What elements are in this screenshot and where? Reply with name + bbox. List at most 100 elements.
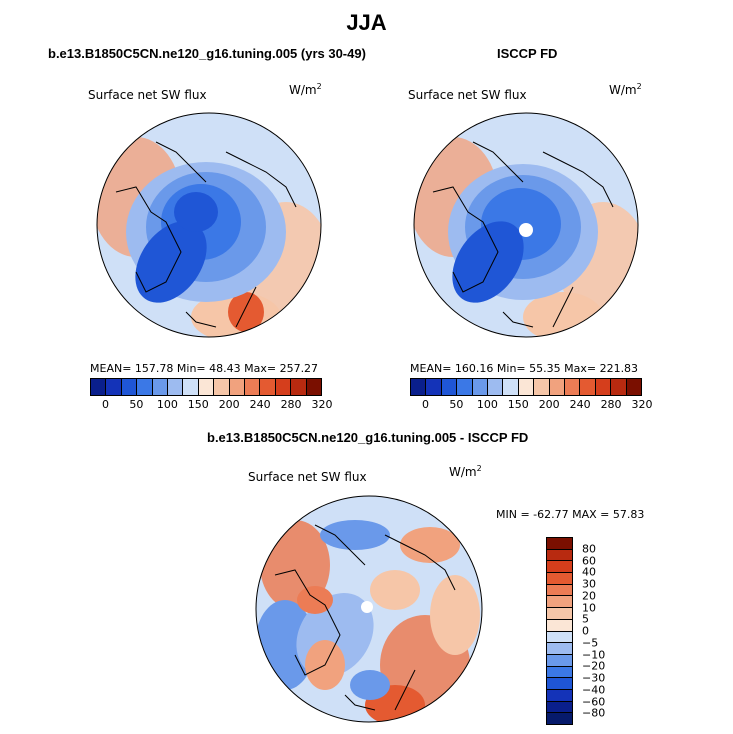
- panel1-label: Surface net SW flux: [88, 88, 207, 102]
- colorbar-swatch: [245, 379, 261, 395]
- colorbar-swatch: [411, 379, 427, 395]
- colorbar-label: 20: [582, 589, 596, 603]
- colorbar-swatch: [547, 631, 572, 644]
- colorbar-label: −30: [582, 671, 606, 685]
- colorbar-label: −40: [582, 683, 606, 697]
- colorbar-swatch: [518, 379, 535, 395]
- colorbar-swatch: [547, 596, 572, 609]
- colorbar-label: −60: [582, 695, 606, 708]
- colorbar-swatch: [611, 379, 627, 395]
- colorbar-swatch: [547, 713, 572, 724]
- colorbar-swatch: [547, 538, 572, 550]
- colorbar-swatch: [198, 379, 215, 395]
- colorbar-swatch: [106, 379, 122, 395]
- colorbar-swatch: [547, 689, 572, 702]
- colorbar-swatch: [183, 379, 199, 395]
- colorbar-swatch: [137, 379, 153, 395]
- colorbar-tick-label: 280: [600, 398, 622, 411]
- colorbar-swatch: [306, 379, 322, 395]
- colorbar-swatch: [121, 379, 138, 395]
- colorbar-swatch: [534, 379, 550, 395]
- panel2-units: W/m2: [609, 82, 642, 97]
- colorbar-tick-label: 200: [218, 398, 240, 411]
- panel2-pole-hole: [519, 223, 533, 237]
- panel2-colorbar-swatches: [410, 378, 642, 396]
- panel3-stats: MIN = -62.77 MAX = 57.83: [496, 508, 645, 521]
- colorbar-swatch: [547, 619, 572, 632]
- panel3-colorbar: [546, 537, 573, 725]
- colorbar-swatch: [488, 379, 504, 395]
- colorbar-tick-label: 320: [631, 398, 653, 411]
- panel1-units: W/m2: [289, 82, 322, 97]
- colorbar-label: 80: [582, 542, 596, 556]
- panel1-colorbar-swatches: [90, 378, 322, 396]
- panel3-label: Surface net SW flux: [248, 470, 367, 484]
- colorbar-label: 60: [582, 554, 596, 567]
- colorbar-swatch: [547, 678, 572, 690]
- panel2-colorbar: 0 50 100 150 200 240 280 320: [410, 378, 653, 411]
- colorbar-tick-label: 240: [569, 398, 591, 411]
- colorbar-swatch: [547, 654, 572, 667]
- colorbar-swatch: [260, 379, 276, 395]
- colorbar-swatch: [547, 584, 572, 597]
- panel1-stats: MEAN= 157.78 Min= 48.43 Max= 257.27: [90, 362, 319, 375]
- panel1-colorbar-ticks: 0 50 100 150 200 240 280 320: [90, 396, 333, 411]
- colorbar-tick-label: 280: [280, 398, 302, 411]
- colorbar-swatch: [580, 379, 596, 395]
- panel1-colorbar: 0 50 100 150 200 240 280 320: [90, 378, 333, 411]
- panel1-subtitle: b.e13.B1850C5CN.ne120_g16.tuning.005 (yr…: [48, 46, 366, 61]
- colorbar-tick-label: 150: [507, 398, 529, 411]
- colorbar-label: −5: [582, 636, 599, 650]
- panel3-colorbar-labels: 80 60 40 30 20 10 5 0 −5 −10 −20 −30 −40 −60 −80: [582, 537, 622, 725]
- colorbar-tick-label: 100: [156, 398, 178, 411]
- colorbar-label: 30: [582, 577, 596, 591]
- colorbar-label: −80: [582, 706, 606, 720]
- colorbar-label: 0: [582, 624, 589, 638]
- colorbar-tick-label: 0: [421, 398, 429, 411]
- panel2-colorbar-ticks: 0 50 100 150 200 240 280 320: [410, 396, 653, 411]
- panel2-map: [413, 112, 639, 338]
- colorbar-swatch: [457, 379, 473, 395]
- colorbar-swatch: [547, 608, 572, 620]
- colorbar-tick-label: 150: [187, 398, 209, 411]
- panel3-pole-hole: [361, 601, 373, 613]
- colorbar-tick-label: 100: [476, 398, 498, 411]
- colorbar-swatch: [547, 643, 572, 655]
- colorbar-swatch: [214, 379, 230, 395]
- colorbar-swatch: [547, 666, 572, 679]
- panel3-map: [255, 495, 483, 723]
- colorbar-swatch: [441, 379, 458, 395]
- colorbar-label: −20: [582, 659, 606, 673]
- colorbar-label: 5: [582, 612, 589, 626]
- colorbar-swatch: [291, 379, 307, 395]
- colorbar-swatch: [547, 573, 572, 585]
- panel2-subtitle: ISCCP FD: [497, 46, 558, 61]
- colorbar-swatch: [547, 549, 572, 562]
- colorbar-tick-label: 50: [449, 398, 464, 411]
- panel2-label: Surface net SW flux: [408, 88, 527, 102]
- colorbar-label: −10: [582, 648, 606, 661]
- colorbar-swatch: [168, 379, 184, 395]
- colorbar-swatch: [503, 379, 519, 395]
- colorbar-tick-label: 200: [538, 398, 560, 411]
- colorbar-swatch: [152, 379, 169, 395]
- figure-title: JJA: [346, 10, 387, 35]
- panel3-units: W/m2: [449, 464, 482, 479]
- colorbar-label: 10: [582, 601, 596, 614]
- colorbar-tick-label: 50: [129, 398, 144, 411]
- panel2-stats: MEAN= 160.16 Min= 55.35 Max= 221.83: [410, 362, 639, 375]
- panel1-map: [96, 112, 322, 338]
- colorbar-swatch: [91, 379, 107, 395]
- colorbar-swatch: [565, 379, 581, 395]
- colorbar-swatch: [547, 701, 572, 714]
- colorbar-swatch: [626, 379, 642, 395]
- colorbar-swatch: [547, 561, 572, 574]
- colorbar-swatch: [229, 379, 246, 395]
- colorbar-swatch: [549, 379, 566, 395]
- colorbar-tick-label: 320: [311, 398, 333, 411]
- colorbar-tick-label: 240: [249, 398, 271, 411]
- panel3-subtitle: b.e13.B1850C5CN.ne120_g16.tuning.005 - I…: [207, 430, 529, 445]
- colorbar-swatch: [595, 379, 612, 395]
- colorbar-swatch: [426, 379, 442, 395]
- colorbar-label: 40: [582, 565, 596, 579]
